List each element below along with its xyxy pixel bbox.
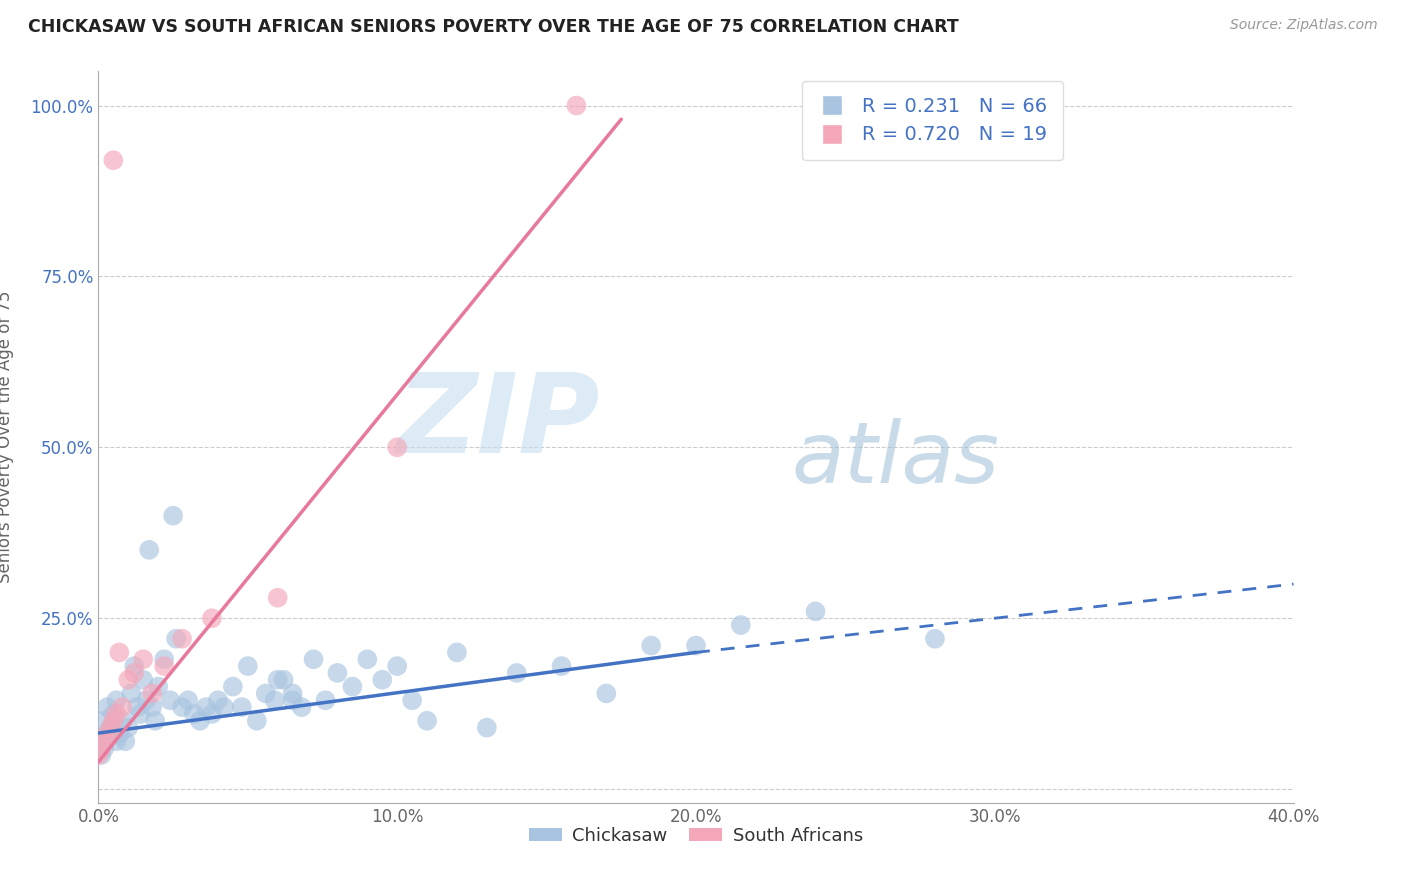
Point <box>96 727 118 741</box>
Point <box>129 706 152 721</box>
Point <box>281 693 304 707</box>
Point <box>924 632 946 646</box>
Point <box>105 734 128 748</box>
Point <box>111 700 134 714</box>
Point <box>236 659 259 673</box>
Point <box>96 700 118 714</box>
Point <box>111 714 134 728</box>
Point <box>506 665 529 680</box>
Y-axis label: Seniors Poverty Over the Age of 75: Seniors Poverty Over the Age of 75 <box>0 291 14 583</box>
Point <box>222 680 245 694</box>
Point <box>172 632 194 646</box>
Point <box>93 714 115 728</box>
Point <box>90 734 112 748</box>
Point <box>207 693 229 707</box>
Point <box>291 700 314 714</box>
Point <box>90 741 112 756</box>
Point <box>804 604 827 618</box>
Point <box>98 721 122 735</box>
Point <box>550 659 572 673</box>
Point <box>177 693 200 707</box>
Point <box>565 98 588 112</box>
Point <box>138 542 160 557</box>
Point <box>446 645 468 659</box>
Point <box>93 741 115 756</box>
Point <box>315 693 337 707</box>
Point <box>246 714 269 728</box>
Point <box>103 153 125 168</box>
Point <box>127 700 149 714</box>
Point <box>267 591 290 605</box>
Point <box>165 632 187 646</box>
Point <box>141 686 163 700</box>
Point <box>212 700 235 714</box>
Point <box>326 665 349 680</box>
Point <box>385 659 409 673</box>
Point <box>595 686 617 700</box>
Point <box>103 706 125 721</box>
Point <box>685 639 707 653</box>
Point <box>124 659 146 673</box>
Point <box>96 727 118 741</box>
Point <box>132 652 155 666</box>
Point <box>267 673 290 687</box>
Point <box>371 673 394 687</box>
Point <box>172 700 194 714</box>
Point <box>148 680 170 694</box>
Point <box>90 747 112 762</box>
Point <box>114 734 136 748</box>
Point <box>201 611 224 625</box>
Point <box>87 747 110 762</box>
Text: ZIP: ZIP <box>396 369 600 476</box>
Legend: Chickasaw, South Africans: Chickasaw, South Africans <box>522 820 870 852</box>
Point <box>254 686 277 700</box>
Point <box>93 734 115 748</box>
Point <box>105 693 128 707</box>
Text: Source: ZipAtlas.com: Source: ZipAtlas.com <box>1230 18 1378 32</box>
Point <box>124 665 146 680</box>
Point <box>730 618 752 632</box>
Point <box>120 686 142 700</box>
Point <box>640 639 662 653</box>
Point <box>98 721 122 735</box>
Point <box>153 652 176 666</box>
Text: CHICKASAW VS SOUTH AFRICAN SENIORS POVERTY OVER THE AGE OF 75 CORRELATION CHART: CHICKASAW VS SOUTH AFRICAN SENIORS POVER… <box>28 18 959 36</box>
Point <box>195 700 218 714</box>
Point <box>416 714 439 728</box>
Point <box>103 714 125 728</box>
Point <box>108 645 131 659</box>
Point <box>141 700 163 714</box>
Point <box>401 693 423 707</box>
Point <box>281 686 304 700</box>
Point <box>117 673 139 687</box>
Point <box>356 652 378 666</box>
Point <box>342 680 364 694</box>
Point <box>105 706 128 721</box>
Point <box>162 508 184 523</box>
Point <box>183 706 205 721</box>
Text: atlas: atlas <box>792 417 1000 500</box>
Point <box>117 721 139 735</box>
Point <box>231 700 253 714</box>
Point <box>132 673 155 687</box>
Point <box>201 706 224 721</box>
Point <box>159 693 181 707</box>
Point <box>385 440 409 454</box>
Point <box>135 693 157 707</box>
Point <box>188 714 211 728</box>
Point <box>153 659 176 673</box>
Point <box>108 727 131 741</box>
Point <box>475 721 498 735</box>
Point <box>263 693 285 707</box>
Point <box>143 714 166 728</box>
Point <box>302 652 325 666</box>
Point <box>273 673 295 687</box>
